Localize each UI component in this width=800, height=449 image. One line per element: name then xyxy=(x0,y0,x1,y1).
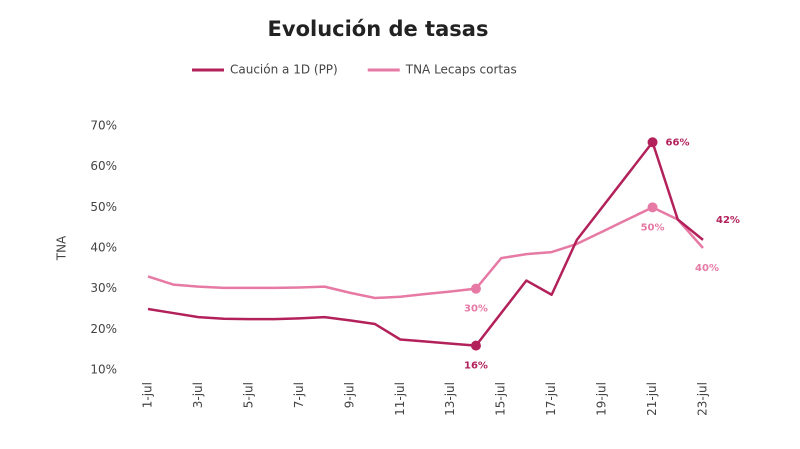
data-label: 42% xyxy=(716,215,740,226)
data-label: 30% xyxy=(464,304,488,315)
x-tick-label: 17-jul xyxy=(544,382,558,416)
point-marker xyxy=(470,283,481,294)
x-tick-label: 21-jul xyxy=(645,382,659,416)
data-label: 16% xyxy=(464,361,488,372)
x-tick-label: 23-jul xyxy=(696,382,710,416)
y-axis-label: TNA xyxy=(55,235,69,261)
x-tick-label: 15-jul xyxy=(494,382,508,416)
series-line xyxy=(147,141,704,347)
legend-label: TNA Lecaps cortas xyxy=(405,63,517,77)
data-label: 66% xyxy=(666,137,690,148)
point-marker xyxy=(647,202,658,213)
series-line xyxy=(147,206,704,300)
y-tick-label: 70% xyxy=(90,119,117,133)
point-marker xyxy=(470,340,481,351)
y-tick-label: 60% xyxy=(90,159,117,173)
x-tick-label: 13-jul xyxy=(443,382,457,416)
x-tick-label: 3-jul xyxy=(191,382,205,408)
chart-title: Evolución de tasas xyxy=(268,17,489,41)
x-tick-label: 1-jul xyxy=(141,382,155,408)
y-tick-label: 50% xyxy=(90,200,117,214)
data-label: 40% xyxy=(695,263,719,274)
x-tick-label: 9-jul xyxy=(342,382,356,408)
y-tick-label: 20% xyxy=(90,322,117,336)
y-tick-label: 40% xyxy=(90,241,117,255)
x-tick-label: 7-jul xyxy=(292,382,306,408)
legend-label: Caución a 1D (PP) xyxy=(230,63,338,77)
y-tick-label: 10% xyxy=(90,363,117,377)
x-tick-label: 5-jul xyxy=(241,382,255,408)
data-label: 50% xyxy=(641,222,665,233)
x-tick-label: 11-jul xyxy=(393,382,407,416)
x-tick-label: 19-jul xyxy=(595,382,609,416)
point-marker xyxy=(647,137,658,148)
y-tick-label: 30% xyxy=(90,281,117,295)
